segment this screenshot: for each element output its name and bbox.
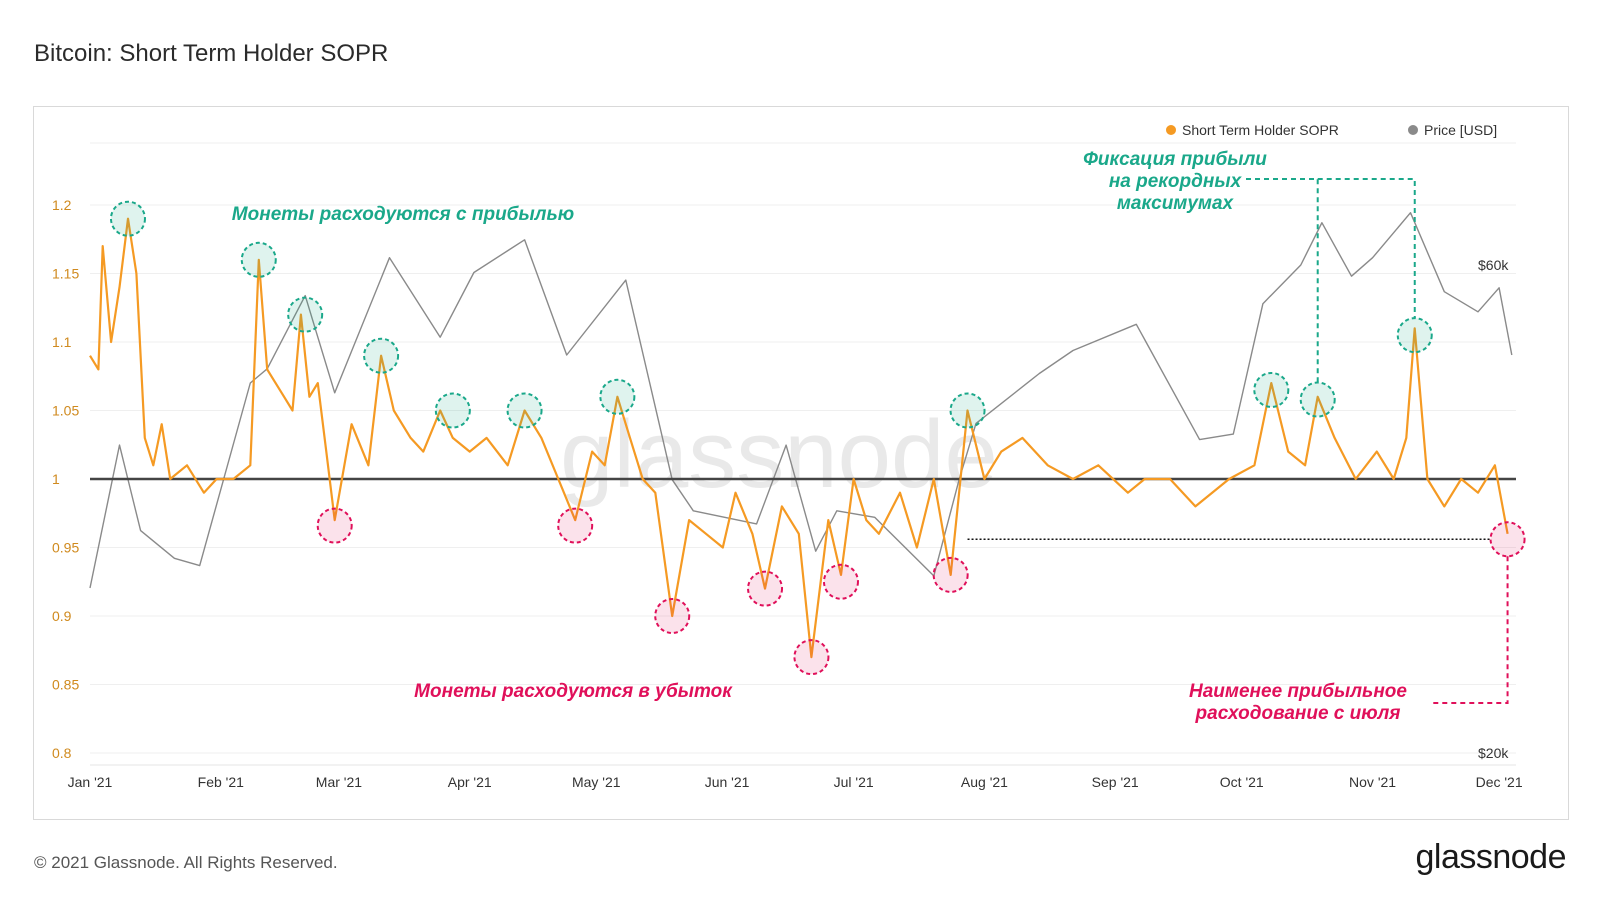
watermark-text: glassnode — [560, 401, 998, 508]
loss-marker — [1489, 521, 1526, 558]
y-tick-label: 1.05 — [52, 403, 79, 419]
sopr-series-layer — [89, 217, 1509, 659]
profit-marker — [240, 241, 277, 278]
record-profit-guide — [1317, 178, 1416, 319]
loss-marker — [932, 556, 969, 593]
annotation-line: максимумах — [1117, 193, 1235, 214]
annotation-line: на рекордных — [1109, 171, 1243, 192]
x-tick-label: Jun '21 — [705, 774, 750, 790]
annotation-line: Монеты расходуются в убыток — [414, 681, 733, 702]
profit-marker — [1253, 371, 1290, 408]
x-axis-ticks: Jan '21 Feb '21 Mar '21 Apr '21 May '21 Jun '… — [68, 774, 1523, 790]
annotation-line: Монеты расходуются с прибылью — [232, 204, 574, 225]
right-tick-label: $60k — [1478, 257, 1509, 273]
profit-marker — [363, 337, 400, 374]
x-tick-label: Aug '21 — [961, 774, 1008, 790]
footer-brand-logo: glassnode — [1415, 838, 1566, 876]
loss-marker — [793, 639, 830, 676]
page-title: Bitcoin: Short Term Holder SOPR — [34, 40, 389, 67]
profit-marker — [109, 200, 146, 237]
y-axis-ticks: 1.2 1.15 1.1 1.05 1 0.95 0.9 0.85 0.8 — [52, 197, 79, 761]
y-tick-label: 1.2 — [52, 197, 72, 213]
loss-marker — [557, 507, 594, 544]
x-tick-label: Jan '21 — [68, 774, 113, 790]
x-tick-label: Apr '21 — [448, 774, 492, 790]
y-tick-label: 0.8 — [52, 745, 72, 761]
loss-marker — [654, 598, 691, 634]
x-tick-label: Jul '21 — [834, 774, 874, 790]
profit-marker — [287, 296, 324, 333]
legend-price-dot — [1408, 125, 1418, 135]
loss-marker — [316, 507, 353, 544]
legend-sopr-label: Short Term Holder SOPR — [1182, 122, 1339, 138]
right-axis-ticks: $60k $20k — [1478, 257, 1509, 761]
profit-marker — [599, 378, 636, 415]
legend-sopr-dot — [1166, 125, 1176, 135]
profit-marker — [506, 392, 543, 429]
x-tick-label: Nov '21 — [1349, 774, 1396, 790]
annotation-line: расходование с июля — [1195, 703, 1401, 724]
profit-marker — [1396, 317, 1433, 354]
x-tick-label: May '21 — [572, 774, 621, 790]
legend-price-label: Price [USD] — [1424, 122, 1497, 138]
loss-marker — [822, 563, 859, 600]
y-tick-label: 0.9 — [52, 608, 72, 624]
x-tick-label: Dec '21 — [1476, 774, 1523, 790]
y-tick-label: 1.1 — [52, 334, 72, 350]
chart-svg: glassnode 1.21.151.11.0510.950.90.850.8 … — [52, 122, 1526, 790]
annotation-guides — [967, 178, 1509, 704]
x-tick-label: Mar '21 — [316, 774, 362, 790]
right-tick-label: $20k — [1478, 745, 1509, 761]
annotation-line: Фиксация прибыли — [1083, 149, 1267, 170]
footer-copyright: © 2021 Glassnode. All Rights Reserved. — [34, 853, 338, 872]
annotation-profit: Монеты расходуются с прибылью — [232, 204, 574, 225]
annotation-loss: Монеты расходуются в убыток — [414, 681, 733, 702]
profit-marker — [1299, 381, 1336, 418]
profit-marker — [434, 392, 471, 429]
x-tick-label: Oct '21 — [1220, 774, 1264, 790]
annotations-layer: Монеты расходуются с прибылью Монеты расх… — [232, 149, 1408, 724]
y-tick-label: 1.15 — [52, 266, 79, 282]
markers-layer — [109, 200, 1526, 676]
legend: Short Term Holder SOPR Price [USD] — [1166, 122, 1497, 138]
chart-frame: glassnode 1.2 1.15 1.1 1.05 1 0.95 0.9 0.85 0.8 … — [33, 106, 1569, 820]
annotation-profit: Фиксация прибыли на рекордных максимумах — [1083, 149, 1267, 214]
y-tick-label: 1 — [52, 471, 60, 487]
least-profit-guide — [1432, 556, 1509, 704]
x-tick-label: Feb '21 — [198, 774, 244, 790]
record-profit-guide — [1246, 178, 1319, 383]
x-tick-label: Sep '21 — [1092, 774, 1139, 790]
annotation-loss: Наименее прибыльное расходование с июля — [1189, 681, 1407, 724]
sopr-series-line — [89, 217, 1509, 659]
profit-marker — [949, 392, 986, 429]
loss-marker — [747, 570, 784, 607]
y-tick-label: 0.95 — [52, 540, 79, 556]
y-tick-label: 0.85 — [52, 677, 79, 693]
annotation-line: Наименее прибыльное — [1189, 681, 1407, 702]
